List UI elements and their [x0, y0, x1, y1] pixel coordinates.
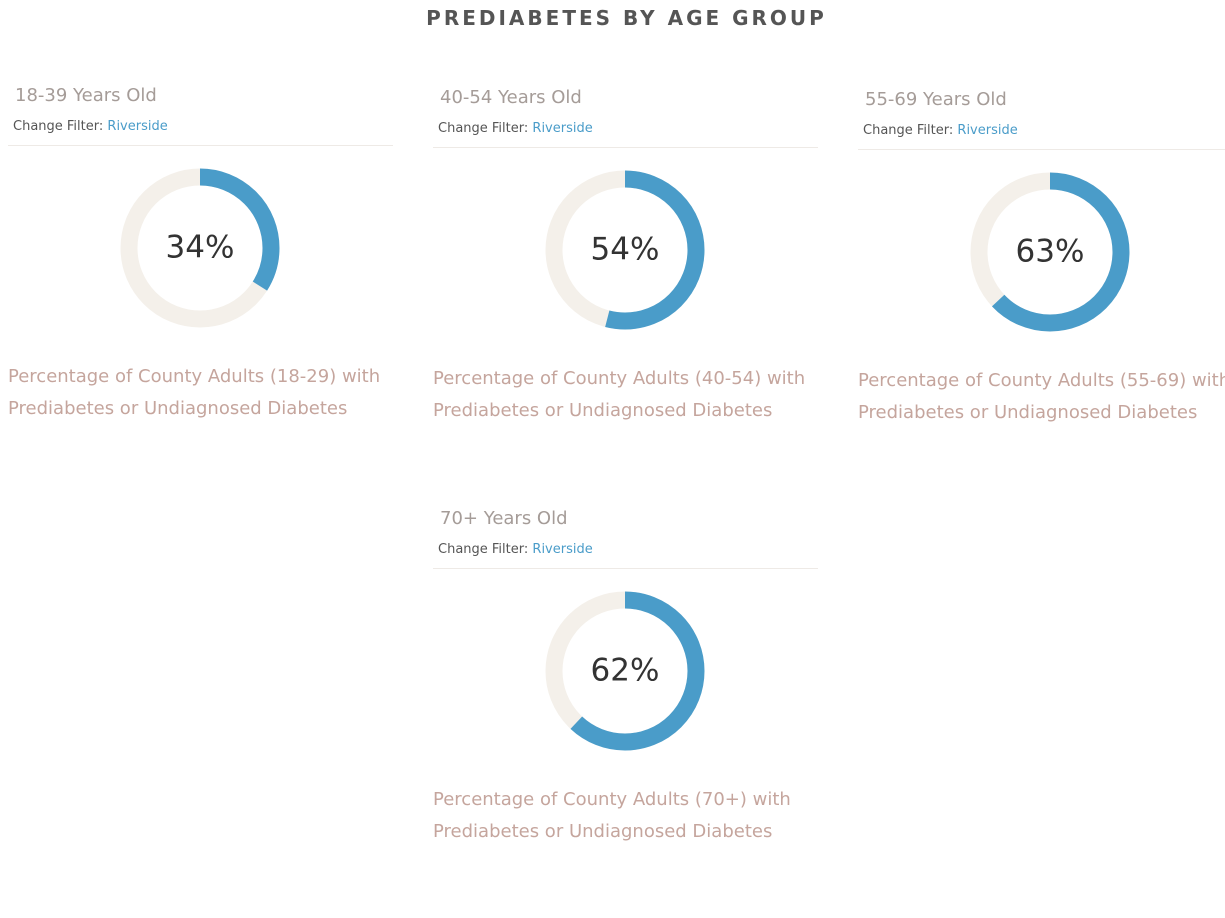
donut-arc [545, 170, 705, 330]
card-title: 18-39 Years Old [15, 85, 157, 106]
donut-arc [545, 591, 705, 751]
filter-link[interactable]: Riverside [532, 542, 593, 557]
donut-chart: 34% [120, 168, 280, 328]
donut-value-label: 34% [166, 230, 235, 266]
filter-row: Change Filter: Riverside [438, 121, 593, 136]
donut-value-label: 62% [591, 653, 660, 689]
card-title: 55-69 Years Old [865, 89, 1007, 110]
divider [433, 147, 818, 148]
filter-label: Change Filter: [438, 542, 529, 557]
filter-link[interactable]: Riverside [107, 119, 168, 134]
chart-card: 55-69 Years Old Change Filter: Riverside 6… [858, 89, 1225, 499]
filter-row: Change Filter: Riverside [13, 119, 168, 134]
caption: Percentage of County Adults (18-29) with… [8, 366, 381, 419]
filter-row: Change Filter: Riverside [438, 542, 593, 557]
donut-value-label: 63% [1016, 234, 1085, 270]
filter-link[interactable]: Riverside [957, 123, 1018, 138]
donut-chart: 62% [545, 591, 705, 751]
chart-card: 18-39 Years Old Change Filter: Riverside 3… [8, 85, 398, 495]
filter-link[interactable]: Riverside [532, 121, 593, 136]
card-title: 70+ Years Old [440, 508, 568, 529]
donut-value-label: 54% [591, 232, 660, 268]
chart-card: 40-54 Years Old Change Filter: Riverside 5… [433, 87, 823, 497]
donut-arc [970, 172, 1130, 332]
card-title: 40-54 Years Old [440, 87, 582, 108]
page-title: PREDIABETES BY AGE GROUP [426, 6, 827, 30]
filter-label: Change Filter: [13, 119, 104, 134]
divider [433, 568, 818, 569]
donut-chart: 63% [970, 172, 1130, 332]
divider [8, 145, 393, 146]
caption: Percentage of County Adults (70+) with P… [433, 789, 791, 842]
divider [858, 149, 1225, 150]
filter-row: Change Filter: Riverside [863, 123, 1018, 138]
filter-label: Change Filter: [438, 121, 529, 136]
filter-label: Change Filter: [863, 123, 954, 138]
chart-card: 70+ Years Old Change Filter: Riverside 62%… [433, 508, 823, 918]
donut-chart: 54% [545, 170, 705, 330]
caption: Percentage of County Adults (55-69) with… [858, 370, 1225, 423]
page: PREDIABETES BY AGE GROUP (() => { const … [8, 6, 1225, 842]
caption: Percentage of County Adults (40-54) with… [433, 368, 806, 421]
donut-arc [120, 168, 280, 328]
